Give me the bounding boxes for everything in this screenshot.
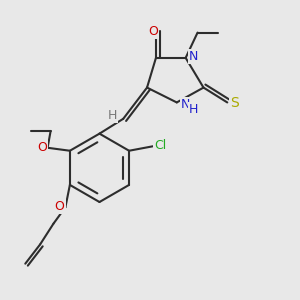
Text: S: S	[230, 96, 239, 110]
Text: H: H	[107, 109, 117, 122]
Text: O: O	[37, 141, 47, 154]
Text: O: O	[55, 200, 64, 213]
Text: N: N	[181, 98, 190, 111]
Text: O: O	[148, 25, 158, 38]
Text: Cl: Cl	[154, 139, 166, 152]
Text: N: N	[189, 50, 199, 63]
Text: H: H	[189, 103, 198, 116]
